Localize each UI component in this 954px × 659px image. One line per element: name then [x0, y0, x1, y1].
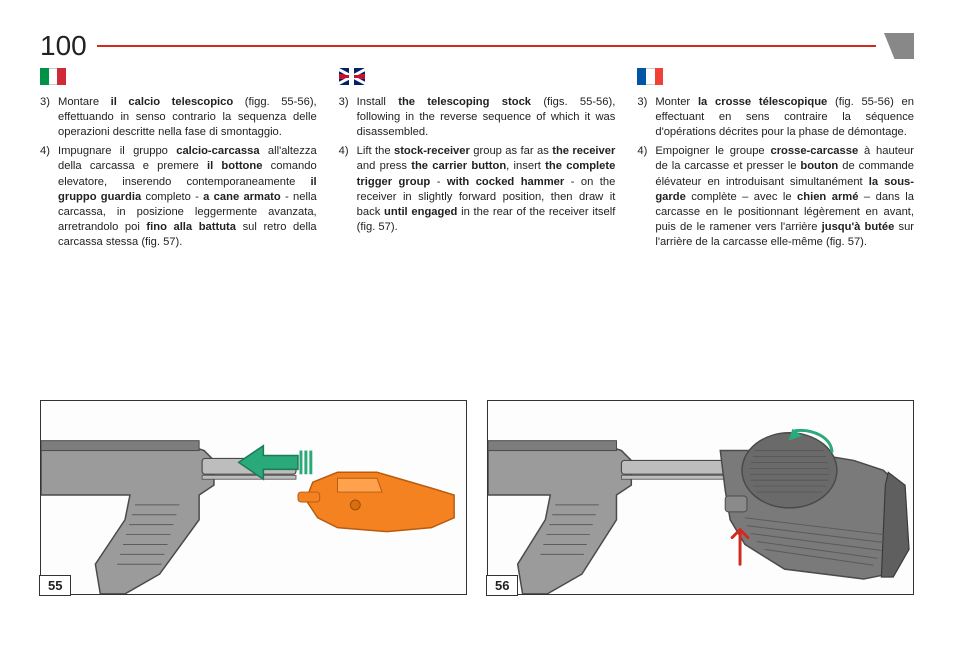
figure-56-label: 56 [486, 575, 518, 596]
instruction-item: 3) Montare il calcio telescopico (figg. 5… [40, 95, 317, 140]
brand-corner-icon [884, 33, 914, 59]
instruction-item: 4) Impugnare il gruppo calcio-carcassa al… [40, 144, 317, 250]
instruction-item: 3) Monter la crosse télescopique (fig. 55… [637, 95, 914, 140]
figure-55: 55 [40, 400, 467, 595]
item-number: 3) [339, 95, 349, 110]
figure-56: 56 [487, 400, 914, 595]
item-text: Install the telescoping stock (figs. 55-… [357, 96, 616, 138]
instruction-item: 3) Install the telescoping stock (figs. 5… [339, 95, 616, 140]
flag-italy-icon [40, 68, 66, 85]
figure-56-frame [487, 400, 914, 595]
list-italian: 3) Montare il calcio telescopico (figg. 5… [40, 95, 317, 250]
column-english: 3) Install the telescoping stock (figs. 5… [339, 68, 616, 254]
item-text: Monter la crosse télescopique (fig. 55-5… [655, 96, 914, 138]
figure-56-illustration [488, 401, 913, 594]
item-number: 4) [637, 144, 647, 159]
list-french: 3) Monter la crosse télescopique (fig. 55… [637, 95, 914, 250]
list-english: 3) Install the telescoping stock (figs. 5… [339, 95, 616, 235]
item-number: 3) [637, 95, 647, 110]
figure-55-frame [40, 400, 467, 595]
header-rule [97, 45, 876, 47]
text-columns: 3) Montare il calcio telescopico (figg. 5… [40, 68, 914, 254]
page-header: 100 [40, 30, 914, 62]
item-text: Impugnare il gruppo calcio-carcassa all'… [58, 145, 317, 248]
flag-uk-icon [339, 68, 365, 85]
column-italian: 3) Montare il calcio telescopico (figg. 5… [40, 68, 317, 254]
item-text: Empoigner le groupe crosse-carcasse à ha… [655, 145, 914, 248]
page-number: 100 [40, 30, 87, 62]
item-number: 4) [40, 144, 50, 159]
figure-55-label: 55 [39, 575, 71, 596]
figures-row: 55 [40, 400, 914, 595]
item-number: 3) [40, 95, 50, 110]
flag-france-icon [637, 68, 663, 85]
item-number: 4) [339, 144, 349, 159]
figure-55-illustration [41, 401, 466, 594]
item-text: Montare il calcio telescopico (figg. 55-… [58, 96, 317, 138]
column-french: 3) Monter la crosse télescopique (fig. 55… [637, 68, 914, 254]
instruction-item: 4) Empoigner le groupe crosse-carcasse à … [637, 144, 914, 250]
item-text: Lift the stock-receiver group as far as … [357, 145, 616, 233]
instruction-item: 4) Lift the stock-receiver group as far a… [339, 144, 616, 235]
